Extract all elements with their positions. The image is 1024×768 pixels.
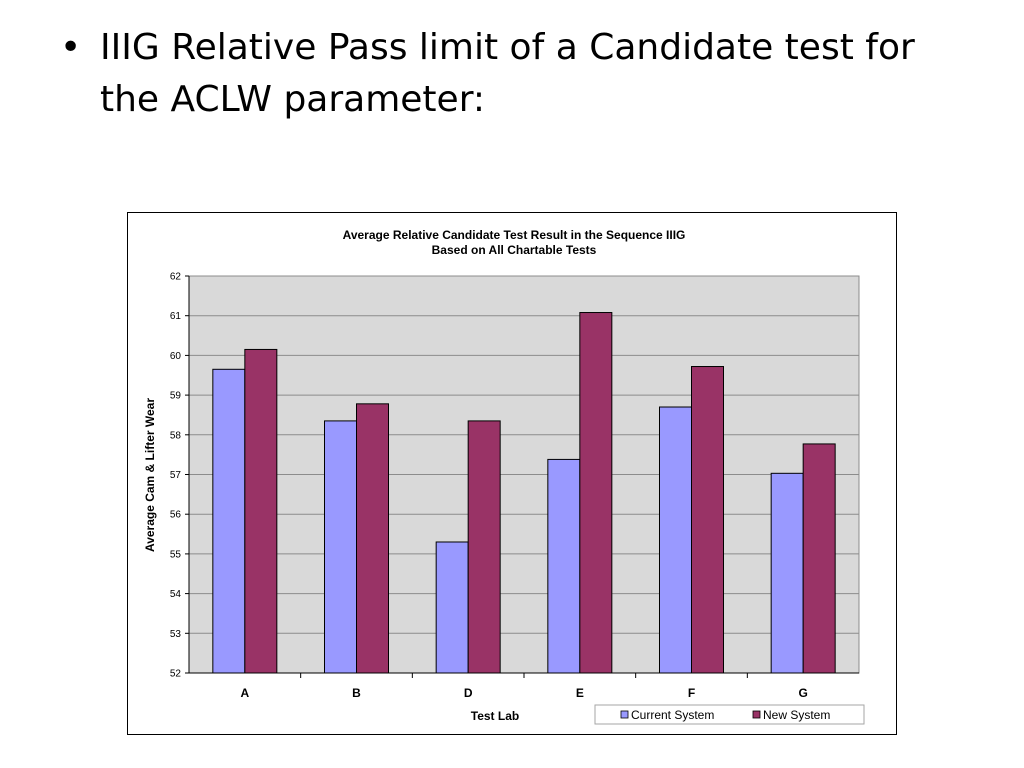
bullet-dot: • <box>60 27 82 68</box>
y-tick-label: 56 <box>170 510 182 521</box>
y-tick-label: 53 <box>170 629 182 640</box>
bar-new-system <box>356 403 389 674</box>
x-tick-label: G <box>798 686 807 700</box>
x-tick-label: E <box>576 686 584 700</box>
bar-current-system <box>659 406 692 674</box>
y-tick-label: 55 <box>170 549 182 560</box>
chart-title: Average Relative Candidate Test Result i… <box>343 228 686 242</box>
chart-subtitle: Based on All Chartable Tests <box>432 243 597 257</box>
y-tick-label: 60 <box>170 351 182 362</box>
legend-box <box>594 704 865 725</box>
x-tick-label: F <box>688 686 695 700</box>
bar-new-system <box>691 366 724 674</box>
y-tick-label: 57 <box>170 470 182 481</box>
legend: Current System New System <box>594 704 865 725</box>
x-axis-label: Test Lab <box>471 709 519 723</box>
slide-heading: IIIG Relative Pass limit of a Candidate … <box>100 27 915 120</box>
y-tick-label: 54 <box>170 589 182 600</box>
bar-current-system <box>547 458 581 674</box>
bar-current-system <box>435 541 469 674</box>
legend-label: New System <box>763 708 830 722</box>
y-tick-label: 58 <box>170 430 182 441</box>
slide-bullet: • IIIG Relative Pass limit of a Candidat… <box>60 22 980 126</box>
legend-swatch <box>620 710 629 719</box>
bar-chart: Average Relative Candidate Test Result i… <box>143 228 865 725</box>
bar-current-system <box>770 472 804 674</box>
bar-new-system <box>244 348 278 674</box>
bar-new-system <box>579 312 613 674</box>
x-tick-label: B <box>352 686 361 700</box>
bar-current-system <box>324 420 357 674</box>
x-tick-label: A <box>240 686 249 700</box>
legend-swatch <box>752 710 761 719</box>
chart-container: Average Relative Candidate Test Result i… <box>127 212 897 735</box>
bar-new-system <box>802 443 836 674</box>
y-tick-label: 52 <box>170 669 182 680</box>
y-tick-label: 62 <box>170 272 182 283</box>
legend-label: Current System <box>631 708 714 722</box>
y-tick-label: 61 <box>170 311 182 322</box>
y-tick-label: 59 <box>170 391 182 402</box>
plot-area: 52 53 54 55 56 57 58 59 60 61 62 A B D E F G <box>170 272 860 700</box>
x-tick-label: D <box>464 686 473 700</box>
y-axis-label: Average Cam & Lifter Wear <box>143 398 157 552</box>
bar-current-system <box>212 368 246 674</box>
bar-new-system <box>467 420 501 674</box>
